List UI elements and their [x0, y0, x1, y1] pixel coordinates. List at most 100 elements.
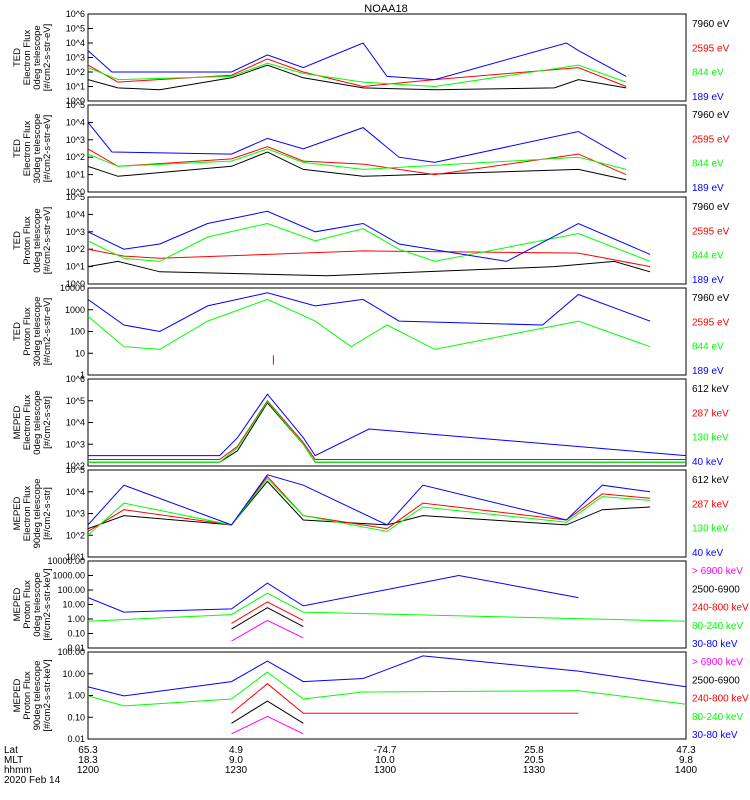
series-group: [88, 42, 627, 91]
y-tick-label: 10^5: [66, 465, 85, 475]
legend-entry: > 6900 keV: [692, 657, 743, 668]
series-group: [88, 574, 686, 642]
legend-entry: 130 keV: [692, 433, 729, 444]
y-tick-label: 10^3: [66, 227, 85, 237]
footer-row-label: hhmm: [4, 765, 32, 776]
y-tick-label: 100: [70, 327, 85, 337]
legend-entry: 40 keV: [692, 548, 723, 559]
y-tick-label: 10^1: [66, 262, 85, 272]
series-line: [231, 715, 304, 735]
y-axis-label: TEDProton Flux30deg telescope[#/cm2-s-st…: [12, 297, 53, 367]
panel-3: 10^0 10^1 10^2 10^3 10^4 10^5 TEDProton Flux0d…: [12, 192, 730, 289]
legend-entry: 240-800 keV: [692, 694, 749, 705]
series-line: [88, 393, 686, 457]
series-line: [88, 210, 651, 262]
legend-entry: 844 eV: [692, 342, 724, 353]
legend-entry: 7960 eV: [692, 293, 730, 304]
legend-entry: 612 keV: [692, 384, 729, 395]
footer-tick-lat: -74.7: [374, 745, 397, 756]
legend-entry: 189 eV: [692, 366, 724, 377]
series-line: [88, 592, 686, 622]
footer-tick-mlt: 9.0: [229, 755, 243, 766]
series-line: [88, 151, 627, 181]
legend-entry: 189 eV: [692, 92, 724, 103]
legend-entry: 612 keV: [692, 475, 729, 486]
y-tick-label: 10^2: [66, 152, 85, 162]
y-tick-label: 1000: [65, 305, 85, 315]
date-label: 2020 Feb 14: [4, 775, 61, 786]
series-line: [88, 477, 651, 536]
footer-tick-lat: 65.3: [78, 745, 98, 756]
legend-entry: 2595 eV: [692, 43, 730, 54]
legend-entry: 189 eV: [692, 183, 724, 194]
panel-frame: [87, 104, 687, 193]
y-tick-label: 1.00: [67, 614, 85, 624]
y-tick-label: 10^2: [66, 244, 85, 254]
series-group: [88, 122, 627, 181]
panel-7: 0.01 0.10 1.00 10.00 100.00 1000.00 10000.00 ME…: [12, 556, 749, 653]
panel-5: 10^2 10^3 10^4 10^5 10^6 MEPEDElectron Flux0d…: [12, 374, 729, 471]
panel-frame: [87, 560, 687, 649]
footer-row-label: MLT: [4, 755, 23, 766]
series-line: [88, 62, 627, 88]
legend-entry: 844 eV: [692, 251, 724, 262]
panels: 10^0 10^1 10^2 10^3 10^4 10^5 10^6 TEDElectron …: [12, 9, 749, 744]
footer-tick-lat: 25.8: [524, 745, 544, 756]
y-tick-label: 10^4: [66, 418, 85, 428]
y-tick-label: 10^4: [66, 38, 85, 48]
series-line: [88, 64, 627, 91]
series-line: [88, 402, 686, 463]
panel-2: 10^0 10^1 10^2 10^3 10^4 10^5 TEDElectron Flux…: [12, 100, 730, 197]
legend-entry: 844 eV: [692, 159, 724, 170]
footer-tick-hhmm: 1330: [523, 765, 546, 776]
y-tick-label: 10^3: [66, 135, 85, 145]
legend-entry: 287 keV: [692, 408, 729, 419]
panel-frame: [87, 196, 687, 285]
y-tick-label: 1.00: [67, 691, 85, 701]
y-axis-label: MEPEDProton Flux90deg telescope[#/cm2-s-…: [12, 659, 53, 731]
series-group: [88, 210, 651, 277]
y-tick-label: 10^2: [66, 67, 85, 77]
series-line: [231, 700, 304, 724]
legend-entry: 2500-6900: [692, 584, 740, 595]
legend-entry: 7960 eV: [692, 19, 730, 30]
legend-entry: 80-240 keV: [692, 621, 743, 632]
series-group: [88, 474, 651, 536]
y-tick-label: 1000.00: [52, 571, 85, 581]
y-tick-label: 10^0: [66, 96, 85, 106]
series-line: [88, 655, 686, 697]
y-tick-label: 10^4: [66, 487, 85, 497]
y-tick-label: 10^2: [66, 530, 85, 540]
y-tick-label: 10^5: [66, 24, 85, 34]
legend-entry: 2595 eV: [692, 134, 730, 145]
footer-tick-lat: 47.3: [676, 745, 696, 756]
y-tick-label: 10^3: [66, 53, 85, 63]
series-line: [88, 480, 651, 530]
series-line: [88, 292, 651, 333]
legend-entry: 2595 eV: [692, 317, 730, 328]
footer-tick-mlt: 9.8: [679, 755, 693, 766]
y-axis-label: MEPEDElectron Flux0deg telescope[#/cm2-s…: [12, 390, 53, 454]
footer-tick-mlt: 10.0: [375, 755, 395, 766]
y-axis-label: TEDProton Flux0deg telescope[#/cm2-s-str…: [12, 207, 53, 275]
y-tick-label: 10^1: [66, 552, 85, 562]
series-line: [88, 146, 627, 176]
footer-tick-mlt: 18.3: [78, 755, 98, 766]
legend-entry: 7960 eV: [692, 202, 730, 213]
footer-tick-hhmm: 1300: [374, 765, 397, 776]
y-tick-label: 100.00: [57, 585, 85, 595]
y-tick-label: 0.10: [67, 712, 85, 722]
footer-tick-mlt: 20.5: [524, 755, 544, 766]
y-tick-label: 10000.00: [47, 556, 85, 566]
y-tick-label: 1: [80, 370, 85, 380]
y-tick-label: 10^4: [66, 117, 85, 127]
legend-entry: 2595 eV: [692, 226, 730, 237]
y-axis-label: TEDElectron Flux0deg telescope[#/cm2-s-s…: [12, 24, 53, 92]
legend-entry: 40 keV: [692, 457, 723, 468]
series-group: [88, 292, 651, 365]
legend-entry: 7960 eV: [692, 110, 730, 121]
y-tick-label: 10^0: [66, 279, 85, 289]
legend-entry: 30-80 keV: [692, 730, 738, 741]
